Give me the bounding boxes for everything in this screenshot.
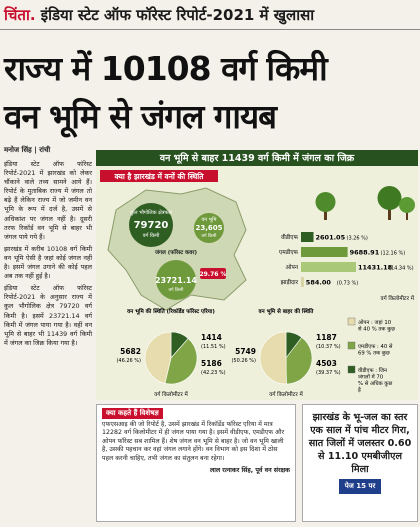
legend-swatch [347, 317, 356, 326]
tree-crown [315, 192, 336, 212]
pie-value-label: 5749 [235, 347, 256, 356]
bar-category: एमडीएफ [279, 248, 298, 256]
map-unit: वर्ग किमी [202, 232, 218, 239]
expert-quote: एफएसआइ की जो रिपोर्ट है, उसमें झारखंड मे… [102, 420, 285, 462]
author: मनोज सिंह [4, 146, 32, 154]
pie-percent-label: (42.23 %) [201, 370, 226, 376]
pie-title: वन भूमि से बाहर की स्थिति [258, 307, 315, 315]
paragraph: इंडिया स्टेट ऑफ फॉरेस्ट रिपोर्ट-2021 में… [4, 160, 92, 241]
infographic-title: वन भूमि से बाहर 11439 वर्ग किमी में जंगल… [159, 152, 355, 164]
pie-value-label: 4503 [316, 359, 337, 368]
headline: राज्य में 10108 वर्ग किमी [4, 49, 328, 88]
infographic: वन भूमि से बाहर 11439 वर्ग किमी में जंगल… [96, 150, 418, 400]
pie-slice [164, 338, 198, 385]
pie-percent-label: (46.26 %) [116, 358, 141, 364]
map-label: कुल भौगोलिक क्षेत्रफल [130, 209, 172, 216]
pie-percent-label: (10.37 %) [316, 344, 341, 350]
sidebar: झारखंड के भू-जल का स्तर एक साल में पांच … [302, 404, 418, 522]
tree-group [315, 186, 415, 220]
headline: वन भूमि से जंगल गायब [4, 97, 277, 136]
bar-value-label: 584.00 [306, 279, 332, 287]
bar-category: वीडीएफ [281, 233, 299, 241]
percent-badge [200, 268, 226, 279]
pie-percent-label: (11.51 %) [201, 344, 226, 350]
bar [301, 247, 348, 257]
pie-value-label: 5186 [201, 359, 222, 368]
legend-swatch [347, 341, 356, 350]
tagline: इंडिया स्टेट ऑफ फॉरेस्ट रिपोर्ट-2021 में… [40, 6, 315, 24]
bar-category: झाड़ीदार [281, 278, 299, 286]
expert-box: क्या कहते हैं विशेषज्ञ एफएसआइ की जो रिपो… [96, 404, 296, 522]
pie-value-label: 1414 [201, 333, 222, 342]
bar-category: ओपन [286, 263, 299, 271]
bar-chart: वीडीएफ 2601.05 (3.26 %) एमडीएफ 9688.91 (12.16… [279, 232, 415, 302]
tree-trunk [324, 208, 327, 220]
expert-heading: क्या कहते हैं विशेषज्ञ [102, 408, 163, 419]
subtitle-bg [100, 170, 218, 182]
map-circle [129, 203, 173, 247]
bar-percent-label: (14.34 %) [389, 266, 414, 272]
kicker-row: चिंता. इंडिया स्टेट ऑफ फॉरेस्ट रिपोर्ट-2… [4, 2, 418, 28]
legend: ओपन : जहां 10 से 40 % तक कुछ एमडीएफ : 40 स… [347, 317, 395, 394]
bar [301, 232, 314, 242]
bar [301, 262, 356, 272]
kicker: चिंता. [4, 6, 36, 24]
bar-value-label: 2601.05 [316, 234, 346, 242]
sidebar-text: झारखंड के भू-जल का स्तर एक साल में पांच … [308, 412, 412, 475]
map-unit: वर्ग किमी [143, 232, 160, 239]
title-bar [96, 150, 418, 166]
legend-label: ओपन : जहां 10 से 40 % तक कुछ [358, 319, 395, 333]
pie-title: वन भूमि की स्थिति (रिकॉर्डेड फॉरेस्ट एरि… [126, 307, 215, 315]
tree-crown [377, 186, 402, 210]
bar-percent-label: (12.16 %) [381, 251, 406, 257]
tree-trunk [388, 206, 391, 220]
pie-value-label: 1187 [316, 333, 337, 342]
bar-percent-label: (0.73 %) [337, 281, 358, 287]
bar-unit: वर्ग किलोमीटर में [381, 295, 415, 302]
page-reference: पेज 15 पर [338, 479, 382, 494]
legend-label: एमडीएफ : 40 से 69 % तक कुछ [358, 343, 393, 357]
expert-signature: लाल रत्नाकर सिंह, पूर्व वन संरक्षक [209, 466, 290, 474]
pie-slice [259, 331, 287, 385]
pie-value-label: 5682 [120, 347, 141, 356]
pie-charts: वन भूमि की स्थिति (रिकॉर्डेड फॉरेस्ट एरि… [116, 307, 340, 398]
legend-swatch [347, 365, 356, 374]
bar-percent-label: (3.26 %) [347, 236, 368, 242]
pie-unit: वर्ग किलोमीटर में [269, 391, 303, 398]
map-value: 23721.14 [155, 276, 197, 285]
bar [301, 277, 304, 287]
infographic-subtitle: क्या है झारखंड में वनों की स्थिति [114, 172, 205, 181]
pie-unit: वर्ग किलोमीटर में [154, 391, 188, 398]
byline: मनोज सिंह | रांची [4, 146, 51, 154]
tree-crown [399, 197, 415, 213]
map-circle [194, 213, 224, 243]
bar-value-label: 11431.18 [358, 264, 393, 272]
place: रांची [39, 146, 51, 154]
legend-label: वीडीएफ : जिन जंगलों में 70% से अधिक कुछ है [358, 367, 393, 394]
paragraph: झारखंड में करीब 10108 वर्ग किमी वन भूमि … [4, 244, 92, 281]
map-label: वन भूमि [202, 216, 218, 223]
pie-slice [285, 336, 313, 385]
bar-value-label: 9688.91 [350, 249, 380, 257]
map-unit: वर्ग किमी [169, 286, 185, 293]
pie-percent-label: (39.37 %) [316, 370, 341, 376]
paragraph: इंडिया स्टेट ऑफ फॉरेस्ट रिपोर्ट-2021 के … [4, 284, 92, 347]
pie-percent-label: (50.26 %) [231, 358, 256, 364]
map-label: जंगल (फॉरेस्ट कवर) [154, 248, 198, 256]
map-percent: 29.76 % [199, 271, 226, 278]
body-column: इंडिया स्टेट ऑफ फॉरेस्ट रिपोर्ट-2021 में… [4, 160, 92, 351]
tree-trunk [406, 210, 408, 220]
map-circle [156, 260, 196, 300]
rule [0, 29, 420, 30]
pie-slice [144, 331, 172, 384]
map-value: 79720 [134, 220, 169, 231]
map-value: 23,605 [195, 224, 222, 232]
